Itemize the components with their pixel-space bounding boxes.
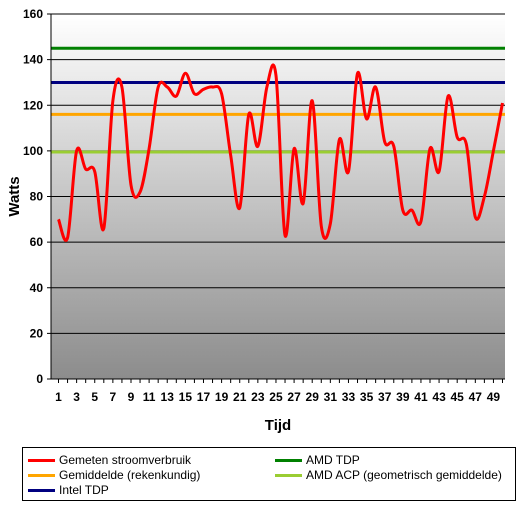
legend-item-amd-tdp: AMD TDP xyxy=(275,452,360,468)
x-tick-label: 15 xyxy=(179,390,193,404)
legend-label: Intel TDP xyxy=(59,483,109,497)
x-axis-title: Tijd xyxy=(265,417,291,434)
x-tick-label: 23 xyxy=(251,390,265,404)
x-tick-label: 41 xyxy=(414,390,428,404)
x-tick-label: 27 xyxy=(287,390,301,404)
legend-label: Gemeten stroomverbruik xyxy=(59,453,192,467)
series-line-gemeten-stroomverbruik xyxy=(57,63,504,242)
x-tick-label: 3 xyxy=(73,390,80,404)
y-axis-title: Watts xyxy=(6,176,23,216)
x-tick-label: 21 xyxy=(233,390,247,404)
x-tick-label: 39 xyxy=(396,390,410,404)
y-tick-label: 100 xyxy=(23,144,43,158)
x-tick-label: 47 xyxy=(469,390,483,404)
y-tick-label: 80 xyxy=(30,190,44,204)
x-tick-label: 1 xyxy=(55,390,62,404)
y-tick-label: 20 xyxy=(30,326,44,340)
x-tick-label: 11 xyxy=(143,390,156,404)
x-tick-label: 13 xyxy=(161,390,175,404)
y-tick-labels: 0 20 40 60 80 100 120 140 160 xyxy=(23,7,43,386)
legend-item-amd-acp: AMD ACP (geometrisch gemiddelde) xyxy=(275,467,502,483)
y-tick-label: 140 xyxy=(23,53,43,67)
y-tick-label: 120 xyxy=(23,98,43,112)
legend-swatch xyxy=(28,488,55,492)
legend: Gemeten stroomverbruik AMD TDP Gemiddeld… xyxy=(22,447,516,501)
legend-swatch xyxy=(28,473,55,477)
series-layer xyxy=(57,63,504,242)
x-tick-label: 33 xyxy=(342,390,356,404)
legend-swatch xyxy=(275,458,302,462)
y-tick-label: 0 xyxy=(36,372,43,386)
legend-swatch xyxy=(275,473,302,477)
legend-label: AMD ACP (geometrisch gemiddelde) xyxy=(306,468,502,482)
x-tick-label: 5 xyxy=(91,390,98,404)
x-tick-label: 37 xyxy=(378,390,392,404)
x-tick-label: 35 xyxy=(360,390,374,404)
legend-item-gemeten: Gemeten stroomverbruik xyxy=(28,452,191,468)
x-tick-label: 17 xyxy=(197,390,211,404)
legend-item-intel-tdp: Intel TDP xyxy=(28,482,109,498)
axes xyxy=(47,13,505,383)
y-tick-label: 160 xyxy=(23,7,43,21)
x-tick-label: 7 xyxy=(110,390,117,404)
legend-label: AMD TDP xyxy=(306,453,360,467)
legend-swatch xyxy=(28,458,55,462)
x-tick-labels: 1 3 5 7 9 11 13 15 17 19 21 23 25 27 29 31 33 35 37 39 41 43 4… xyxy=(55,390,500,404)
x-tick-label: 9 xyxy=(128,390,135,404)
x-tick-label: 19 xyxy=(215,390,229,404)
y-tick-label: 60 xyxy=(30,235,44,249)
x-tick-label: 31 xyxy=(324,390,338,404)
x-tick-label: 29 xyxy=(306,390,320,404)
x-tick-label: 25 xyxy=(269,390,283,404)
legend-item-gemiddelde: Gemiddelde (rekenkundig) xyxy=(28,467,200,483)
y-tick-label: 40 xyxy=(30,281,44,295)
legend-label: Gemiddelde (rekenkundig) xyxy=(59,468,201,482)
x-tick-label: 45 xyxy=(451,390,465,404)
x-tick-label: 49 xyxy=(487,390,501,404)
x-tick-label: 43 xyxy=(432,390,446,404)
